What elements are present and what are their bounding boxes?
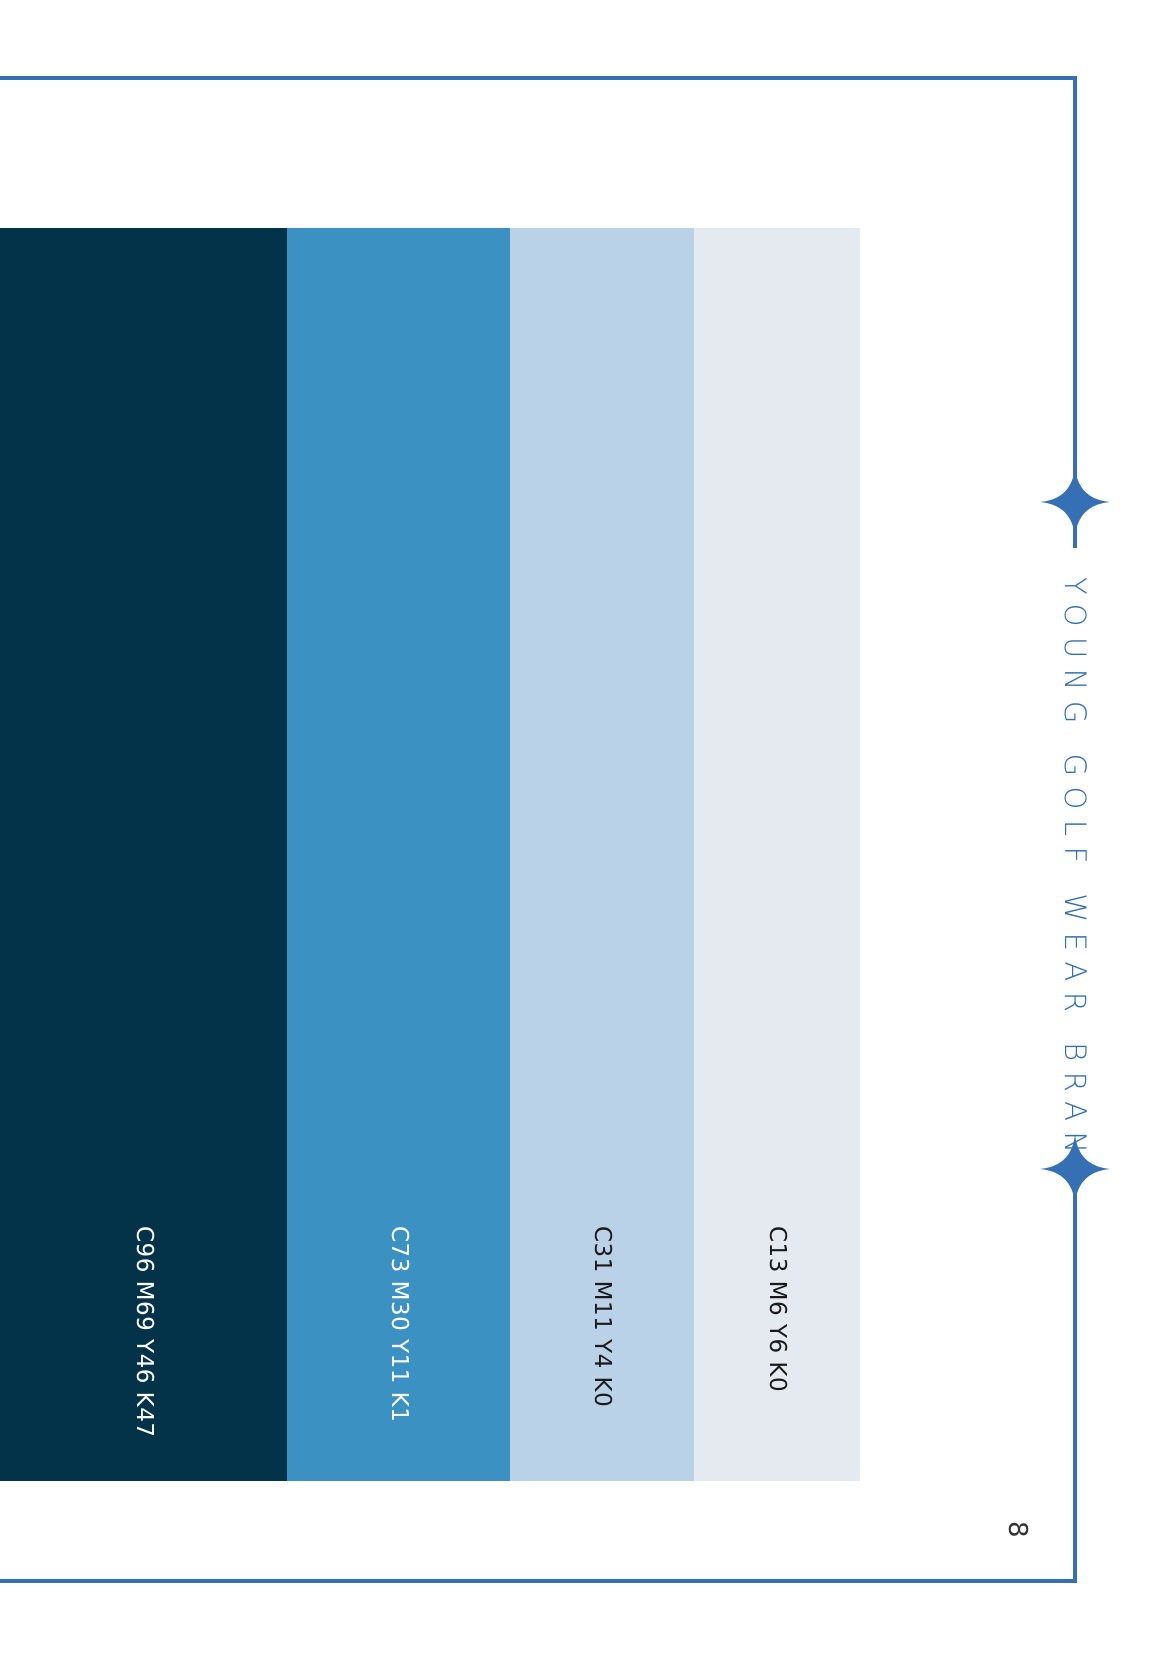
frame-bottom-line [0,1579,1077,1583]
page-number: 8 [1002,1521,1032,1538]
frame-right-lower-line [1073,1163,1077,1583]
swatch-cmyk-label: C73 M30 Y11 K1 [385,1226,412,1423]
frame-right-upper-line [1073,76,1077,548]
swatch-blue: C73 M30 Y11 K1 [287,228,510,1481]
swatch-cmyk-label: C13 M6 Y6 K0 [764,1226,790,1393]
swatch-navy: C96 M69 Y46 K47 [0,228,287,1481]
sparkle-icon [1040,1134,1110,1204]
swatch-cmyk-label: C31 M11 Y4 K0 [589,1226,615,1408]
swatch-cmyk-label: C96 M69 Y46 K47 [130,1226,157,1438]
frame-top-line [0,76,1077,80]
swatch-light-blue: C31 M11 Y4 K0 [510,228,694,1481]
sparkle-icon [1040,467,1110,537]
brand-tagline: YOUNG GOLF WEAR BRAND [1058,577,1092,1197]
swatch-pale-gray: C13 M6 Y6 K0 [694,228,860,1481]
